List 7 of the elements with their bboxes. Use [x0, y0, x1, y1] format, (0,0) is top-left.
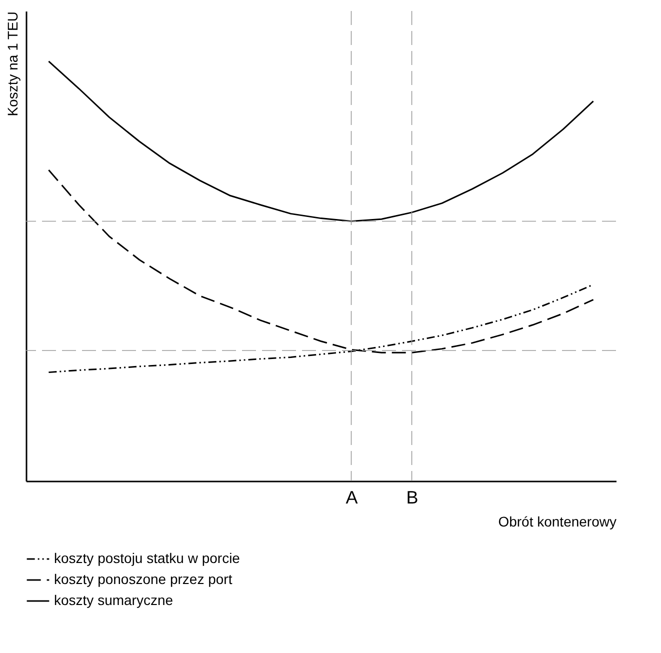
legend-label: koszty postoju statku w porcie	[54, 550, 240, 566]
legend-label: koszty sumaryczne	[54, 592, 174, 608]
x-tick-label: A	[346, 488, 358, 508]
x-axis-title: Obrót kontenerowy	[498, 514, 616, 530]
y-axis-title: Koszty na 1 TEU	[4, 12, 20, 116]
legend-label: koszty ponoszone przez port	[54, 571, 232, 587]
x-tick-label: B	[406, 488, 418, 508]
